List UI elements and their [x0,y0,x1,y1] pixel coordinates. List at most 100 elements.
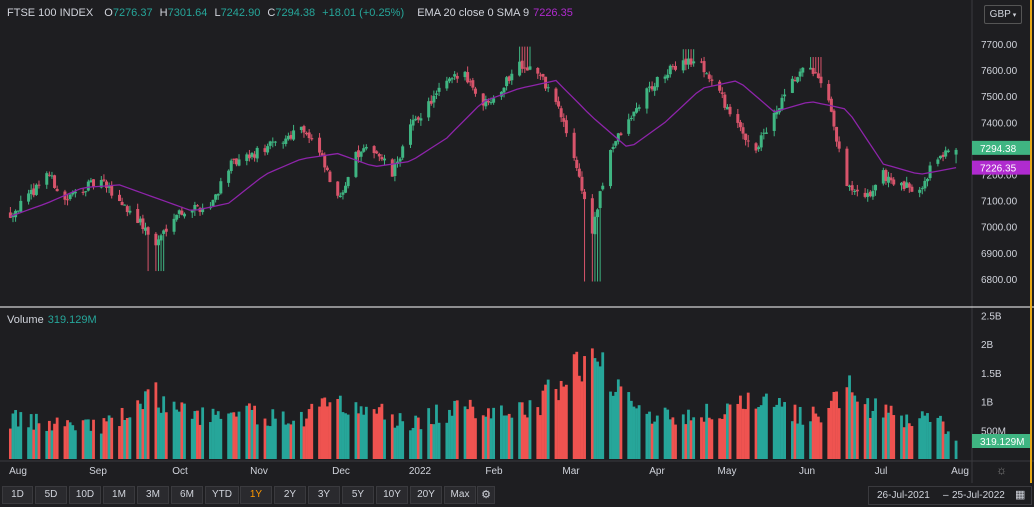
time-axis-label: Aug [951,466,969,477]
ema-line [10,79,957,217]
volume-bar [793,404,797,459]
candle-body [19,200,23,212]
timeframe-button-20y[interactable]: 20Y [410,486,442,504]
candle-body [318,137,322,153]
chevron-down-icon: ▾ [1012,12,1017,19]
candle-body [559,108,563,118]
volume-bar [923,415,927,459]
volume-bar [307,409,311,459]
volume-bar [492,407,496,459]
volume-bar [393,427,397,459]
volume-bar [245,405,249,459]
ema-price-tag: 7226.35 [980,164,1017,175]
candle-body [359,151,363,157]
volume-bar [125,418,129,459]
timeframe-button-5y[interactable]: 5Y [342,486,374,504]
candle-body [146,227,150,235]
candle-body [232,158,236,160]
candle-body [881,170,885,184]
volume-bar [635,408,638,459]
timeframe-button-10y[interactable]: 10Y [376,486,408,504]
timeframe-button-ytd[interactable]: YTD [205,486,239,504]
volume-bar [377,407,381,459]
volume-bar [596,361,599,459]
candle-body [271,141,275,143]
volume-bar [684,424,688,459]
timeframe-button-5d[interactable]: 5D [35,486,67,504]
timeframe-button-1d[interactable]: 1D [2,486,33,504]
volume-bar [120,407,124,459]
timeframe-button-max[interactable]: Max [444,486,476,504]
volume-bar [845,387,849,459]
timeframe-button-10d[interactable]: 10D [69,486,101,504]
volume-bar [338,395,342,459]
volume-bar [902,427,906,459]
candle-body [889,177,893,181]
candle-body [453,74,457,77]
volume-bar [471,406,475,459]
volume-bar [484,416,488,459]
ema-price-tag-background [972,160,1030,175]
volume-bar [136,400,140,459]
candle-body [216,193,220,196]
candle-body [305,132,309,135]
candle-body [814,72,818,74]
volume-bar [809,421,812,459]
candle-body [809,67,813,70]
candle-body [105,181,109,188]
candle-body [11,216,15,218]
volume-bar [286,423,290,459]
settings-icon[interactable]: ☼ [996,463,1007,477]
chart-canvas[interactable]: 7700.007600.007500.007400.007300.007200.… [0,0,1034,483]
volume-bar [53,423,56,459]
volume-bar [435,404,438,459]
candle-body [635,108,639,113]
candle-body [286,135,290,140]
timeframe-button-2y[interactable]: 2Y [274,486,306,504]
volume-bar [86,419,90,459]
currency-dropdown[interactable]: GBP ▾ [984,5,1022,24]
candle-body [289,135,293,139]
volume-bar [674,424,677,459]
volume-bar [611,395,615,459]
candle-body [811,67,815,74]
volume-bar [907,423,911,459]
date-range-picker[interactable]: 26-Jul-2021 – 25-Jul-2022 ▦ [868,486,1032,505]
volume-bar [863,404,867,459]
volume-bar [474,418,477,459]
candle-body [637,107,641,109]
candle-body [429,100,433,104]
candle-body [354,151,358,177]
timeframe-button-3m[interactable]: 3M [137,486,169,504]
volume-bar [538,415,542,459]
timeframe-button-1m[interactable]: 1M [103,486,135,504]
timeframe-button-1y[interactable]: 1Y [240,486,272,504]
calendar-icon[interactable]: ▦ [1015,489,1026,501]
volume-bar [507,413,511,459]
volume-bar [414,415,418,459]
volume-bar [157,407,160,459]
volume-bar [653,421,657,459]
candle-body [325,167,329,171]
volume-bar [466,409,470,459]
price-axis-label: 7400.00 [981,118,1018,129]
candle-body [616,133,620,142]
volume-bar [796,423,799,459]
gear-icon[interactable]: ⚙ [477,486,495,504]
volume-bar [609,391,612,459]
candle-body [172,218,176,232]
volume-bar [702,421,706,459]
candle-body [796,77,800,82]
timeframe-button-3y[interactable]: 3Y [308,486,340,504]
volume-bar [55,417,59,459]
candle-body [328,171,332,183]
price-axis-label: 7000.00 [981,223,1018,234]
candle-body [227,170,231,183]
timeframe-button-6m[interactable]: 6M [171,486,203,504]
candle-body [141,218,145,230]
candle-body [416,117,420,120]
volume-bar [910,426,914,459]
candle-body [338,195,342,198]
candle-body [689,58,693,65]
volume-bar [559,380,563,459]
